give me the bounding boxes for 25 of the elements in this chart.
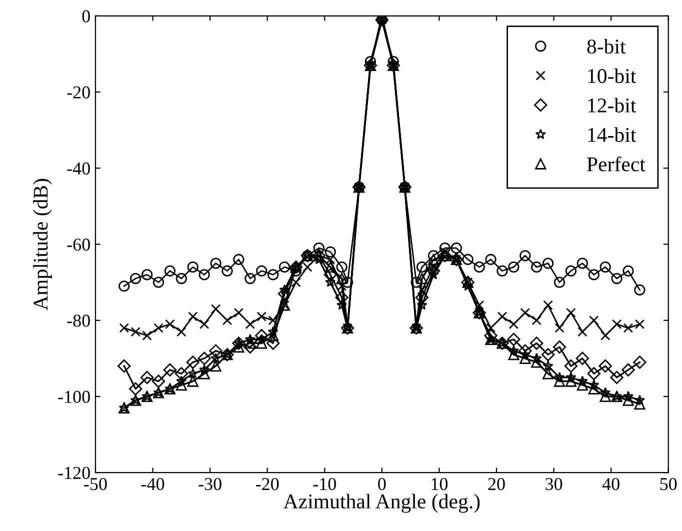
y-tick-label: -60	[67, 238, 90, 251]
x-axis-title: Azimuthal Angle (deg.)	[283, 494, 480, 513]
x-tick-label: 50	[660, 478, 677, 490]
x-tick-label: -40	[141, 478, 164, 490]
y-tick-label: -100	[58, 390, 90, 403]
x-tick-label: 30	[546, 478, 562, 490]
y-tick-label: -20	[67, 86, 90, 98]
x-tick-label: 10	[432, 478, 448, 490]
y-tick-label: -120	[58, 466, 90, 480]
x-tick-label: -50	[84, 478, 107, 490]
x-tick-label: 20	[488, 478, 505, 490]
legend-label: Perfect	[587, 156, 646, 172]
x-tick-label: -20	[256, 478, 279, 490]
x-tick-label: 40	[602, 478, 620, 490]
y-tick-label: 0	[82, 10, 90, 22]
legend-label: 12-bit	[588, 98, 636, 113]
y-axis-title: Amplitude (dB)	[33, 178, 52, 310]
legend-label: 8-bit	[587, 38, 626, 54]
x-tick-label: 0	[378, 478, 386, 490]
x-tick-label: -30	[198, 478, 222, 490]
legend-label: 14-bit	[588, 127, 636, 142]
legend-label: 10-bit	[588, 68, 636, 84]
y-tick-label: -80	[67, 314, 90, 327]
y-tick-label: -40	[67, 162, 90, 175]
x-tick-label: -10	[313, 478, 336, 490]
